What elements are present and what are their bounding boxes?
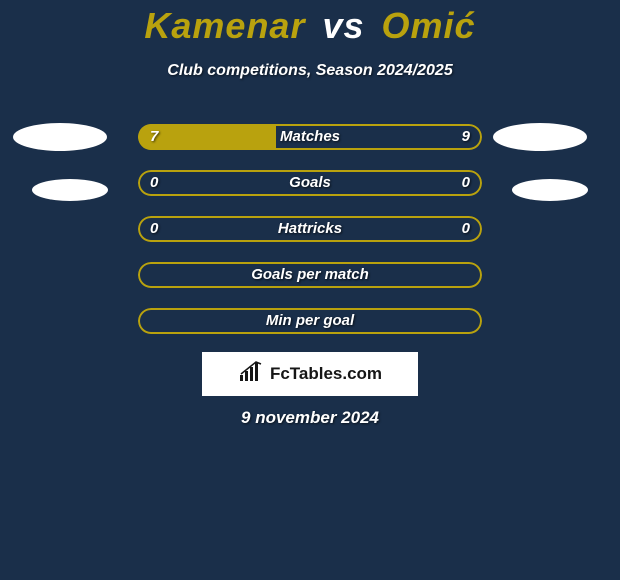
player1-name: Kamenar <box>144 5 305 46</box>
vs-label: vs <box>322 5 364 46</box>
stat-value-left: 7 <box>150 124 158 150</box>
stat-row-matches: 79Matches <box>138 124 482 150</box>
stat-outline <box>138 308 482 334</box>
player1-photo-placeholder-top <box>13 123 107 151</box>
stat-label: Goals <box>138 170 482 196</box>
stat-row-hattricks: 0 0Hattricks <box>138 216 482 242</box>
stat-outline <box>138 170 482 196</box>
fctables-logo-icon <box>238 361 264 388</box>
date-label: 9 november 2024 <box>0 408 620 428</box>
stat-label: Min per goal <box>138 308 482 334</box>
stat-value-right: 0 <box>462 216 470 242</box>
player1-photo-placeholder-shadow <box>32 179 108 201</box>
stat-outline <box>138 262 482 288</box>
stat-outline <box>138 216 482 242</box>
comparison-card: Kamenar vs Omić Club competitions, Seaso… <box>0 0 620 580</box>
page-title: Kamenar vs Omić <box>0 5 620 47</box>
player2-photo-placeholder-top <box>493 123 587 151</box>
stat-value-right: 9 <box>462 124 470 150</box>
stat-label: Hattricks <box>138 216 482 242</box>
stat-label: Goals per match <box>138 262 482 288</box>
stat-row-goals-per-match: Goals per match <box>138 262 482 288</box>
player2-name: Omić <box>382 5 476 46</box>
subtitle: Club competitions, Season 2024/2025 <box>0 62 620 80</box>
logo-text: FcTables.com <box>270 364 382 384</box>
stat-bars: 79Matches00Goals00HattricksGoals per mat… <box>138 124 482 354</box>
player2-photo-placeholder-shadow <box>512 179 588 201</box>
stat-value-left: 0 <box>150 216 158 242</box>
logo-box: FcTables.com <box>202 352 418 396</box>
stat-value-right: 0 <box>462 170 470 196</box>
stat-row-min-per-goal: Min per goal <box>138 308 482 334</box>
stat-fill-left <box>138 124 276 150</box>
stat-row-goals: 0 0Goals <box>138 170 482 196</box>
stat-value-left: 0 <box>150 170 158 196</box>
